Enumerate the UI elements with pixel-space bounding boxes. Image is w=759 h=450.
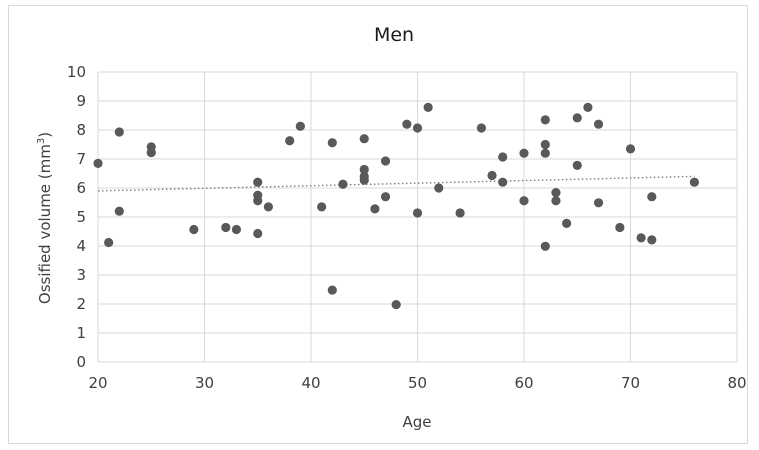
data-point bbox=[519, 196, 529, 206]
data-point bbox=[359, 164, 369, 175]
x-tick-label: 40 bbox=[301, 374, 320, 392]
x-axis-title: Age bbox=[402, 413, 431, 431]
data-point bbox=[114, 206, 124, 216]
data-point bbox=[327, 138, 337, 148]
x-tick-label: 20 bbox=[88, 374, 107, 392]
data-point bbox=[498, 177, 508, 187]
data-point bbox=[593, 198, 604, 208]
y-axis-title-superscript: 3 bbox=[36, 138, 47, 144]
data-point bbox=[519, 148, 529, 158]
data-point bbox=[146, 148, 156, 158]
data-point bbox=[615, 222, 625, 233]
y-axis-title: Ossified volume (mm3) bbox=[36, 132, 54, 304]
data-point bbox=[412, 208, 423, 218]
data-point bbox=[253, 196, 263, 206]
data-point bbox=[476, 123, 486, 133]
x-tick-label: 60 bbox=[514, 374, 533, 392]
y-tick-label: 9 bbox=[76, 92, 86, 110]
data-point bbox=[647, 235, 657, 245]
data-point bbox=[551, 188, 561, 198]
y-tick-label: 6 bbox=[76, 179, 86, 197]
chart-area bbox=[8, 5, 748, 444]
data-point bbox=[221, 222, 231, 233]
data-point bbox=[412, 123, 423, 133]
data-point bbox=[583, 102, 593, 112]
data-point bbox=[391, 299, 401, 310]
data-point bbox=[317, 202, 327, 212]
y-tick-label: 3 bbox=[76, 266, 86, 284]
x-tick-label: 70 bbox=[621, 374, 640, 392]
y-tick-label: 5 bbox=[76, 208, 86, 226]
data-point bbox=[338, 179, 348, 189]
data-point bbox=[540, 148, 550, 158]
y-tick-label: 4 bbox=[76, 237, 86, 255]
data-point bbox=[455, 208, 465, 218]
trendline bbox=[97, 175, 695, 192]
data-point bbox=[253, 228, 263, 239]
data-point bbox=[625, 144, 636, 154]
data-point bbox=[189, 224, 199, 235]
data-point bbox=[285, 136, 295, 146]
data-point bbox=[636, 233, 646, 243]
data-point bbox=[380, 192, 391, 202]
data-point bbox=[327, 285, 337, 295]
y-tick-label: 1 bbox=[76, 324, 86, 342]
data-point bbox=[434, 183, 444, 193]
data-point bbox=[263, 202, 273, 212]
data-point bbox=[114, 127, 124, 137]
data-point bbox=[689, 177, 700, 187]
data-point bbox=[551, 196, 561, 206]
data-point bbox=[295, 121, 305, 131]
data-point bbox=[498, 152, 508, 162]
data-point bbox=[104, 237, 114, 248]
x-tick-label: 30 bbox=[195, 374, 214, 392]
data-point bbox=[359, 175, 369, 185]
data-point bbox=[380, 156, 391, 166]
data-point bbox=[593, 119, 604, 129]
tick-labels: 0 1 2 3 4 5 6 7 8 9 10 20 30 40 50 60 70 80 bbox=[67, 63, 747, 392]
data-point bbox=[647, 192, 657, 202]
data-point bbox=[359, 134, 369, 144]
data-point bbox=[540, 139, 550, 150]
y-tick-label: 7 bbox=[76, 150, 86, 168]
y-tick-label: 10 bbox=[67, 63, 86, 81]
y-axis-title-main: Ossified volume (mm bbox=[36, 144, 54, 304]
data-point bbox=[423, 102, 433, 112]
data-point bbox=[540, 241, 550, 251]
data-point bbox=[562, 218, 572, 228]
data-point bbox=[540, 115, 550, 125]
y-tick-label: 8 bbox=[76, 121, 86, 139]
data-point bbox=[402, 119, 412, 129]
chart-title: Men bbox=[374, 24, 414, 46]
data-point bbox=[572, 160, 582, 170]
data-point bbox=[487, 170, 497, 181]
x-tick-label: 50 bbox=[408, 374, 427, 392]
data-point bbox=[231, 224, 242, 235]
x-tick-label: 80 bbox=[727, 374, 746, 392]
data-points bbox=[93, 102, 700, 310]
y-tick-label: 0 bbox=[76, 353, 86, 371]
data-point bbox=[93, 158, 103, 168]
y-tick-label: 2 bbox=[76, 295, 86, 313]
data-point bbox=[572, 113, 582, 123]
data-point bbox=[253, 177, 263, 187]
y-axis-title-close: ) bbox=[36, 132, 54, 138]
data-point bbox=[370, 204, 380, 214]
